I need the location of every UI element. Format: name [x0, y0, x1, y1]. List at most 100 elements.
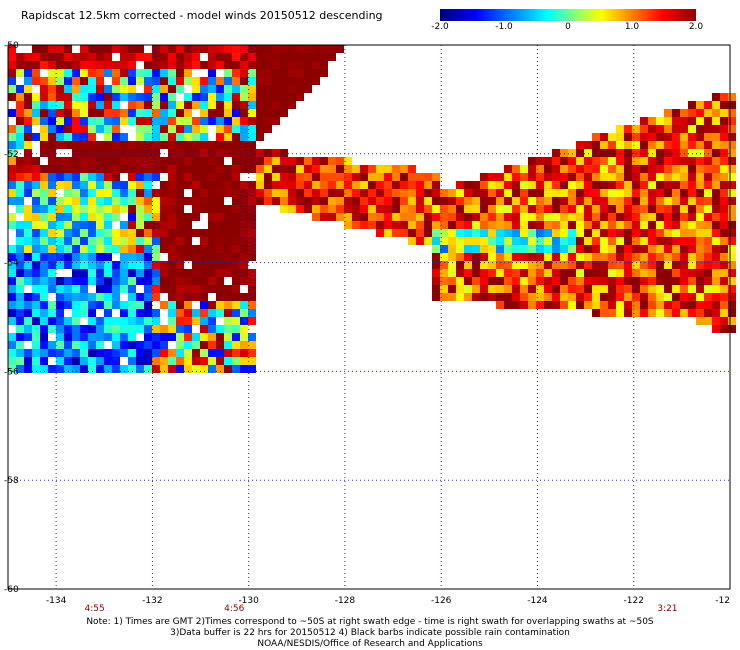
- wind-cell: [448, 229, 456, 237]
- wind-cell: [600, 253, 608, 261]
- wind-cell: [144, 101, 152, 109]
- wind-cell: [432, 197, 440, 205]
- wind-cell: [680, 253, 688, 261]
- wind-cell: [248, 253, 256, 261]
- wind-cell: [128, 341, 136, 349]
- wind-cell: [416, 189, 424, 197]
- wind-cell: [456, 269, 464, 277]
- wind-cell: [320, 189, 328, 197]
- wind-cell: [120, 325, 128, 333]
- wind-cell: [688, 309, 696, 317]
- wind-cell: [664, 181, 672, 189]
- wind-cell: [472, 181, 480, 189]
- map-frame: [7, 44, 731, 590]
- wind-cell: [48, 189, 56, 197]
- wind-cell: [280, 69, 288, 77]
- wind-cell: [504, 189, 512, 197]
- wind-cell: [688, 269, 696, 277]
- wind-cell: [96, 149, 104, 157]
- wind-cell: [112, 197, 120, 205]
- wind-cell: [704, 141, 712, 149]
- wind-cell: [96, 341, 104, 349]
- wind-cell: [200, 93, 208, 101]
- wind-cell: [648, 117, 656, 125]
- wind-cell: [32, 349, 40, 357]
- wind-cell: [16, 309, 24, 317]
- wind-cell: [264, 85, 272, 93]
- wind-cell: [680, 269, 688, 277]
- wind-cell: [168, 221, 176, 229]
- wind-cell: [24, 229, 32, 237]
- wind-cell: [608, 261, 616, 269]
- wind-cell: [328, 173, 336, 181]
- wind-cell: [272, 149, 280, 157]
- wind-cell: [128, 269, 136, 277]
- wind-cell: [8, 133, 16, 141]
- wind-cell: [616, 197, 624, 205]
- wind-cell: [216, 285, 224, 293]
- wind-cell: [440, 261, 448, 269]
- wind-cell: [192, 45, 200, 53]
- wind-cell: [152, 349, 160, 357]
- wind-cell: [200, 365, 208, 373]
- wind-cell: [560, 277, 568, 285]
- wind-cell: [64, 189, 72, 197]
- wind-cell: [232, 357, 240, 365]
- wind-cell: [168, 333, 176, 341]
- wind-cell: [152, 253, 160, 261]
- wind-cell: [88, 213, 96, 221]
- wind-cell: [360, 205, 368, 213]
- wind-cell: [64, 45, 72, 53]
- wind-cell: [208, 85, 216, 93]
- wind-cell: [488, 181, 496, 189]
- wind-cell: [24, 93, 32, 101]
- wind-cell: [712, 117, 720, 125]
- wind-cell: [592, 309, 600, 317]
- wind-cell: [88, 365, 96, 373]
- wind-cell: [488, 269, 496, 277]
- wind-cell: [176, 285, 184, 293]
- wind-cell: [632, 269, 640, 277]
- wind-cell: [96, 317, 104, 325]
- wind-cell: [296, 61, 304, 69]
- wind-cell: [528, 253, 536, 261]
- wind-cell: [648, 133, 656, 141]
- wind-cell: [600, 141, 608, 149]
- wind-cell: [216, 109, 224, 117]
- wind-cell: [80, 141, 88, 149]
- wind-cell: [232, 141, 240, 149]
- wind-cell: [392, 189, 400, 197]
- wind-cell: [416, 221, 424, 229]
- wind-cell: [520, 173, 528, 181]
- wind-cell: [96, 269, 104, 277]
- wind-cell: [136, 309, 144, 317]
- wind-cell: [224, 285, 232, 293]
- wind-cell: [88, 349, 96, 357]
- wind-cell: [192, 189, 200, 197]
- wind-cell: [480, 245, 488, 253]
- wind-cell: [80, 125, 88, 133]
- wind-cell: [160, 301, 168, 309]
- wind-cell: [176, 341, 184, 349]
- wind-cell: [280, 53, 288, 61]
- wind-cell: [720, 317, 728, 325]
- wind-cell: [296, 205, 304, 213]
- wind-cell: [624, 221, 632, 229]
- wind-cell: [288, 69, 296, 77]
- wind-cell: [592, 157, 600, 165]
- wind-cell: [568, 285, 576, 293]
- wind-cell: [352, 181, 360, 189]
- wind-cell: [104, 301, 112, 309]
- wind-cell: [176, 261, 184, 269]
- wind-cell: [144, 341, 152, 349]
- wind-cell: [200, 117, 208, 125]
- wind-cell: [672, 277, 680, 285]
- wind-cell: [80, 189, 88, 197]
- wind-cell: [472, 197, 480, 205]
- wind-cell: [224, 365, 232, 373]
- wind-cell: [136, 181, 144, 189]
- wind-cell: [136, 141, 144, 149]
- wind-cell: [240, 101, 248, 109]
- wind-cell: [592, 253, 600, 261]
- wind-cell: [104, 101, 112, 109]
